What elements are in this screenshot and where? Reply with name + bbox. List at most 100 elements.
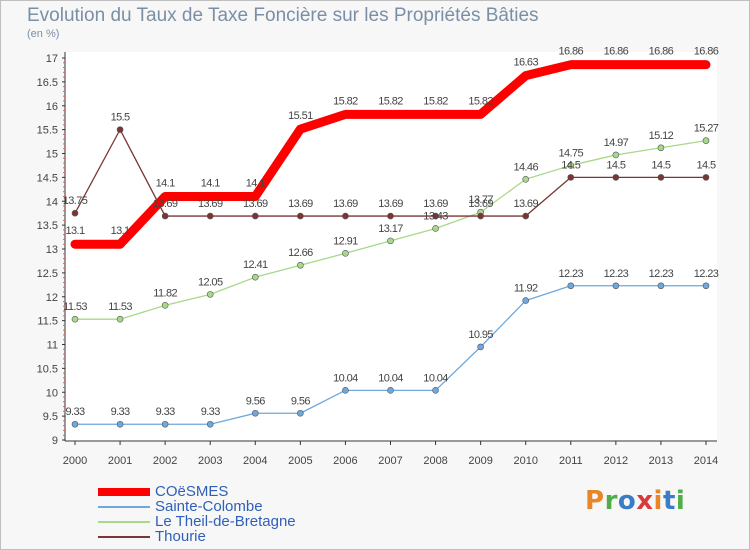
chart-title: Evolution du Taux de Taxe Foncière sur l… bbox=[27, 5, 539, 26]
data-point bbox=[116, 420, 124, 428]
data-point bbox=[206, 291, 214, 298]
data-label: 14.46 bbox=[513, 161, 538, 173]
data-point bbox=[522, 212, 530, 220]
data-label: 11.53 bbox=[63, 301, 87, 313]
data-label: 13.1 bbox=[111, 225, 130, 237]
x-tick-label: 2003 bbox=[198, 455, 222, 467]
logo-letter: o bbox=[617, 486, 637, 516]
data-point bbox=[432, 387, 439, 394]
data-label: 12.23 bbox=[559, 268, 584, 280]
x-tick-label: 2012 bbox=[604, 455, 628, 467]
y-tick-label: 11 bbox=[47, 340, 58, 352]
x-tick-label: 2000 bbox=[63, 455, 87, 467]
data-label: 13.69 bbox=[333, 198, 358, 210]
data-point bbox=[251, 212, 259, 220]
legend-label: Thourie bbox=[155, 528, 206, 545]
x-tick-label: 2008 bbox=[423, 455, 447, 467]
data-label: 13.69 bbox=[513, 198, 538, 210]
data-label: 10.95 bbox=[468, 329, 493, 341]
data-label: 14.97 bbox=[604, 137, 629, 149]
y-tick-label: 14.5 bbox=[37, 172, 58, 184]
data-point bbox=[342, 249, 349, 257]
data-label: 9.33 bbox=[111, 406, 130, 418]
data-point bbox=[657, 144, 665, 152]
x-tick-label: 2002 bbox=[153, 455, 177, 467]
data-label: 13.69 bbox=[243, 198, 268, 210]
data-label: 12.23 bbox=[694, 268, 719, 280]
x-tick-label: 2014 bbox=[694, 455, 718, 467]
data-point bbox=[161, 212, 169, 220]
legend-label: Le Theil-de-Bretagne bbox=[155, 513, 296, 530]
data-label: 13.69 bbox=[153, 198, 178, 210]
data-label: 12.05 bbox=[198, 276, 223, 288]
data-label: 13.1 bbox=[65, 225, 84, 237]
data-label: 16.63 bbox=[513, 57, 538, 69]
data-label: 15.5 bbox=[111, 112, 130, 124]
data-label: 14.5 bbox=[651, 159, 670, 171]
y-tick-label: 13.5 bbox=[37, 220, 58, 232]
proxiti-logo: Proxiti bbox=[585, 486, 685, 516]
y-tick-label: 13 bbox=[46, 244, 58, 256]
data-label: 12.66 bbox=[288, 247, 313, 259]
data-point bbox=[251, 409, 259, 417]
data-label: 13.69 bbox=[378, 198, 403, 210]
data-label: 10.04 bbox=[423, 372, 448, 384]
logo-letter: r bbox=[604, 486, 618, 516]
data-point bbox=[297, 212, 304, 220]
data-point bbox=[432, 212, 439, 220]
y-tick-label: 17 bbox=[46, 53, 58, 65]
data-point bbox=[432, 225, 439, 232]
x-tick-label: 2001 bbox=[108, 455, 132, 467]
data-label: 13.75 bbox=[63, 195, 88, 207]
data-label: 14.1 bbox=[156, 177, 175, 189]
data-label: 13.17 bbox=[378, 223, 403, 235]
data-label: 13.43 bbox=[423, 210, 448, 222]
y-tick-label: 12.5 bbox=[37, 268, 58, 280]
data-point bbox=[657, 174, 665, 181]
data-point bbox=[522, 297, 530, 304]
data-label: 9.33 bbox=[156, 406, 175, 418]
data-point bbox=[297, 409, 304, 417]
data-point bbox=[206, 212, 214, 220]
data-point bbox=[657, 282, 665, 290]
data-label: 9.33 bbox=[65, 406, 84, 418]
x-tick-label: 2005 bbox=[288, 455, 312, 467]
data-label: 9.56 bbox=[291, 395, 310, 407]
data-label: 12.91 bbox=[333, 235, 358, 247]
data-label: 14.1 bbox=[246, 177, 265, 189]
data-label: 16.86 bbox=[649, 46, 674, 58]
data-point bbox=[116, 126, 124, 133]
data-point bbox=[71, 420, 79, 428]
y-tick-label: 15 bbox=[46, 149, 58, 161]
legend-swatch bbox=[98, 506, 150, 508]
logo-letter: t bbox=[662, 486, 676, 516]
data-label: 16.86 bbox=[694, 46, 719, 58]
x-tick-label: 2009 bbox=[468, 455, 492, 467]
data-label: 15.82 bbox=[468, 95, 493, 107]
y-tick-label: 9.5 bbox=[43, 411, 58, 423]
data-label: 14.1 bbox=[201, 177, 220, 189]
unit-label: (en %) bbox=[27, 28, 60, 40]
data-point bbox=[702, 282, 710, 290]
data-point bbox=[477, 212, 484, 220]
y-tick-label: 10 bbox=[46, 387, 58, 399]
data-point bbox=[387, 212, 394, 220]
series-line bbox=[70, 60, 711, 249]
logo-letter: i bbox=[653, 486, 663, 516]
y-tick-label: 16 bbox=[46, 101, 58, 113]
x-tick-label: 2010 bbox=[513, 455, 537, 467]
y-tick-label: 16.5 bbox=[37, 77, 58, 89]
logo-letter: x bbox=[636, 486, 654, 516]
y-tick-label: 10.5 bbox=[37, 363, 58, 375]
data-point bbox=[387, 387, 394, 394]
data-point bbox=[612, 282, 620, 290]
legend-swatch bbox=[98, 521, 150, 523]
data-label: 10.04 bbox=[333, 372, 358, 384]
data-point bbox=[297, 261, 304, 269]
data-label: 13.77 bbox=[468, 194, 493, 206]
data-label: 15.82 bbox=[333, 95, 358, 107]
legend-swatch bbox=[98, 488, 150, 496]
data-label: 13.69 bbox=[423, 198, 448, 210]
legend-label: COëSMES bbox=[155, 483, 229, 500]
x-tick-label: 2013 bbox=[649, 455, 673, 467]
